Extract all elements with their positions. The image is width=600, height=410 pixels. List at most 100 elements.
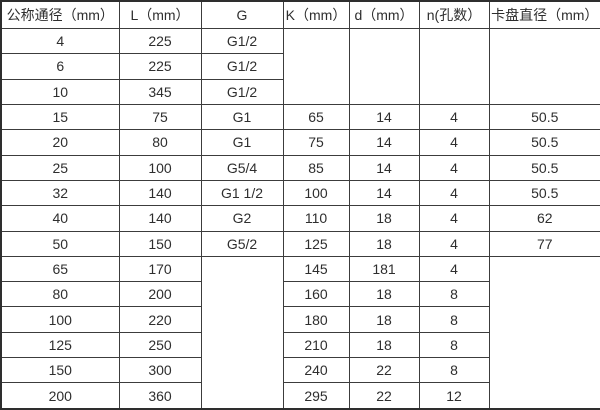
cell-L: 360 [118,382,202,410]
cell-dn: 125 [0,331,120,359]
cell-chuck: 50.5 [488,154,600,181]
column-header-chuck-diameter: 卡盘直径（mm） [488,0,600,29]
cell-d-empty-merged [348,28,420,105]
cell-d: 14 [348,154,420,181]
cell-K: 110 [282,205,350,232]
cell-chuck: 50.5 [488,179,600,207]
cell-chuck: 62 [488,205,600,232]
cell-L: 225 [118,53,202,80]
cell-chuck: 77 [488,230,600,257]
cell-d: 14 [348,103,420,131]
cell-K: 210 [282,331,350,359]
cell-G: G5/4 [200,154,284,181]
cell-dn: 15 [0,103,120,131]
cell-dn: 6 [0,53,120,80]
table-row: 4 225 G1/2 [0,27,600,105]
cell-dn: 65 [0,255,120,283]
cell-L: 250 [118,331,202,359]
table-row: 65 170 145 181 4 [0,255,600,410]
cell-L: 140 [118,205,202,232]
cell-dn: 10 [0,78,120,105]
table-row: 150 300 240 22 8 [0,357,600,384]
table-header-row: 公称通径（mm） L（mm） G K（mm） d（mm） n(孔数） 卡盘直径（… [0,0,600,29]
cell-K-empty-merged [282,28,350,105]
cell-n: 8 [418,306,490,333]
cell-L: 140 [118,179,202,207]
table-row: 80 200 160 18 8 [0,281,600,308]
cell-d: 22 [348,357,420,384]
cell-dn: 80 [0,281,120,308]
cell-d: 18 [348,281,420,308]
cell-L: 100 [118,154,202,181]
table-row: 6 225 G1/2 [0,53,600,80]
cell-K: 125 [282,230,350,257]
column-header-nominal-diameter: 公称通径（mm） [0,0,120,29]
cell-n: 8 [418,281,490,308]
column-header-hole-count: n(孔数） [418,0,490,29]
cell-G: G1/2 [200,27,284,55]
cell-dn: 100 [0,306,120,333]
cell-K: 295 [282,382,350,410]
cell-dn: 50 [0,230,120,257]
cell-G: G1/2 [200,53,284,80]
cell-d: 181 [348,255,420,283]
cell-n: 8 [418,331,490,359]
cell-n: 4 [418,205,490,232]
table-row: 40 140 G2 110 18 4 62 [0,205,600,232]
column-header-L: L（mm） [118,0,202,29]
cell-chuck: 50.5 [488,103,600,131]
table-row: 15 75 G1 65 14 4 50.5 [0,103,600,131]
column-header-K: K（mm） [282,0,350,29]
cell-L: 75 [118,103,202,131]
cell-G: G2 [200,205,284,232]
cell-d: 18 [348,230,420,257]
table-row: 125 250 210 18 8 [0,331,600,359]
cell-G: G1 1/2 [200,179,284,207]
cell-G-empty-merged [200,255,284,410]
cell-L: 345 [118,78,202,105]
table-row: 32 140 G1 1/2 100 14 4 50.5 [0,179,600,207]
cell-L: 220 [118,306,202,333]
cell-d: 18 [348,331,420,359]
cell-chuck-empty-merged [488,28,600,105]
cell-dn: 40 [0,205,120,232]
cell-n-empty-merged [418,28,490,105]
table-row: 20 80 G1 75 14 4 50.5 [0,129,600,156]
cell-L: 80 [118,129,202,156]
cell-n: 4 [418,129,490,156]
cell-G: G5/2 [200,230,284,257]
cell-K: 65 [282,103,350,131]
cell-dn: 200 [0,382,120,410]
cell-d: 18 [348,306,420,333]
cell-K: 160 [282,281,350,308]
cell-n: 4 [418,154,490,181]
cell-dn: 25 [0,154,120,181]
cell-L: 300 [118,357,202,384]
cell-L: 200 [118,281,202,308]
cell-n: 4 [418,255,490,283]
cell-dn: 32 [0,179,120,207]
cell-K: 180 [282,306,350,333]
cell-n: 4 [418,179,490,207]
cell-L: 225 [118,27,202,55]
cell-K: 240 [282,357,350,384]
cell-K: 145 [282,255,350,283]
cell-n: 4 [418,103,490,131]
cell-G: G1 [200,103,284,131]
cell-d: 14 [348,129,420,156]
cell-chuck: 50.5 [488,129,600,156]
cell-dn: 150 [0,357,120,384]
cell-G: G1/2 [200,78,284,105]
cell-dn: 20 [0,129,120,156]
cell-chuck-empty-merged [488,255,600,410]
cell-n: 12 [418,382,490,410]
column-header-G: G [200,0,284,29]
cell-n: 8 [418,357,490,384]
cell-d: 18 [348,205,420,232]
table-row: 200 360 295 22 12 [0,382,600,410]
cell-G: G1 [200,129,284,156]
cell-dn: 4 [0,27,120,55]
cell-d: 22 [348,382,420,410]
